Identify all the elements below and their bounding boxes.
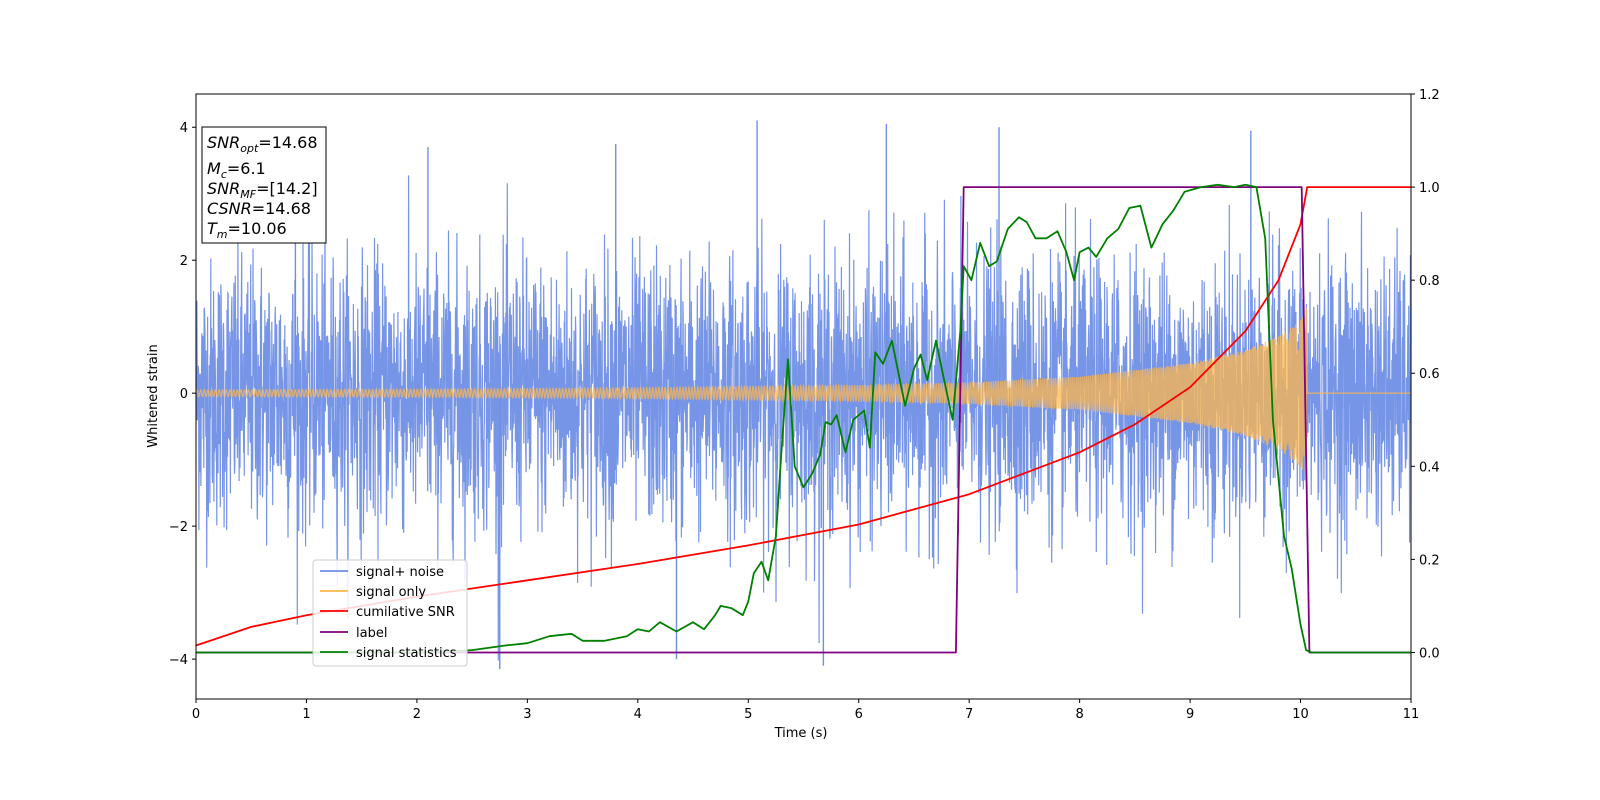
signal-only-line	[196, 307, 1411, 484]
y-tick-label-left: −4	[169, 653, 188, 668]
y-tick-label-right: 1.0	[1419, 181, 1440, 196]
y-tick-label-right: 0.6	[1419, 367, 1440, 382]
x-tick-label: 7	[965, 707, 973, 722]
legend-label-signal-statistics: signal statistics	[356, 646, 457, 661]
legend-label-label: label	[356, 626, 387, 641]
x-tick-label: 6	[855, 707, 863, 722]
y-tick-label-left: 4	[180, 121, 188, 136]
x-tick-label: 10	[1292, 707, 1309, 722]
axis-ticks: 0 1 2 3 4 5 6 7 8 9 10 11 −4 −2 0 2 4 0.0 0.2 0.4 0.6 0.8 1.0 1…	[169, 88, 1440, 722]
annotation-box: SNRopt=14.68 Mc=6.1 SNRMF=[14.2] CSNR=14…	[201, 126, 327, 244]
y-tick-label-right: 0.2	[1419, 553, 1440, 568]
signal-noise-series	[196, 120, 1411, 670]
x-tick-label: 0	[192, 707, 200, 722]
x-tick-label: 9	[1186, 707, 1194, 722]
legend-item-cumilative-snr: cumilative SNR	[320, 605, 455, 620]
y-tick-label-left: 2	[180, 254, 188, 269]
x-tick-label: 8	[1075, 707, 1083, 722]
x-tick-label: 3	[523, 707, 531, 722]
y-tick-label-right: 0.8	[1419, 274, 1440, 289]
annotation-csnr: CSNR=14.68	[207, 199, 311, 218]
y-tick-label-right: 1.2	[1419, 88, 1440, 103]
signal-only-series	[196, 307, 1411, 484]
annotation-snr-mf: SNRMF=[14.2]	[207, 179, 318, 201]
annotation-snr-opt: SNRopt=14.68	[207, 133, 318, 155]
x-tick-label: 1	[302, 707, 310, 722]
x-axis-label: Time (s)	[774, 726, 828, 741]
legend-item-signal-statistics: signal statistics	[320, 646, 457, 661]
y-axis-label-left: Whitened strain	[146, 344, 161, 447]
legend-item-signal-noise: signal+ noise	[320, 565, 444, 580]
x-tick-label: 2	[413, 707, 421, 722]
legend-label-signal-only: signal only	[356, 585, 426, 600]
y-tick-label-right: 0.0	[1419, 646, 1440, 661]
y-tick-label-left: 0	[180, 387, 188, 402]
legend: signal+ noise signal only cumilative SNR…	[312, 559, 468, 667]
legend-label-cumilative-snr: cumilative SNR	[356, 605, 455, 620]
x-tick-label: 4	[634, 707, 642, 722]
legend-item-label: label	[320, 626, 387, 641]
y-tick-label-left: −2	[169, 520, 188, 535]
y-tick-label-right: 0.4	[1419, 460, 1440, 475]
legend-label-signal-noise: signal+ noise	[356, 565, 444, 580]
annotation-tm: Tm=10.06	[207, 219, 287, 241]
annotation-mc: Mc=6.1	[207, 159, 266, 181]
plot-frame	[195, 93, 1412, 700]
x-tick-label: 11	[1403, 707, 1420, 722]
legend-item-signal-only: signal only	[320, 585, 426, 600]
signal-statistics-line	[196, 183, 1411, 654]
x-tick-label: 5	[744, 707, 752, 722]
